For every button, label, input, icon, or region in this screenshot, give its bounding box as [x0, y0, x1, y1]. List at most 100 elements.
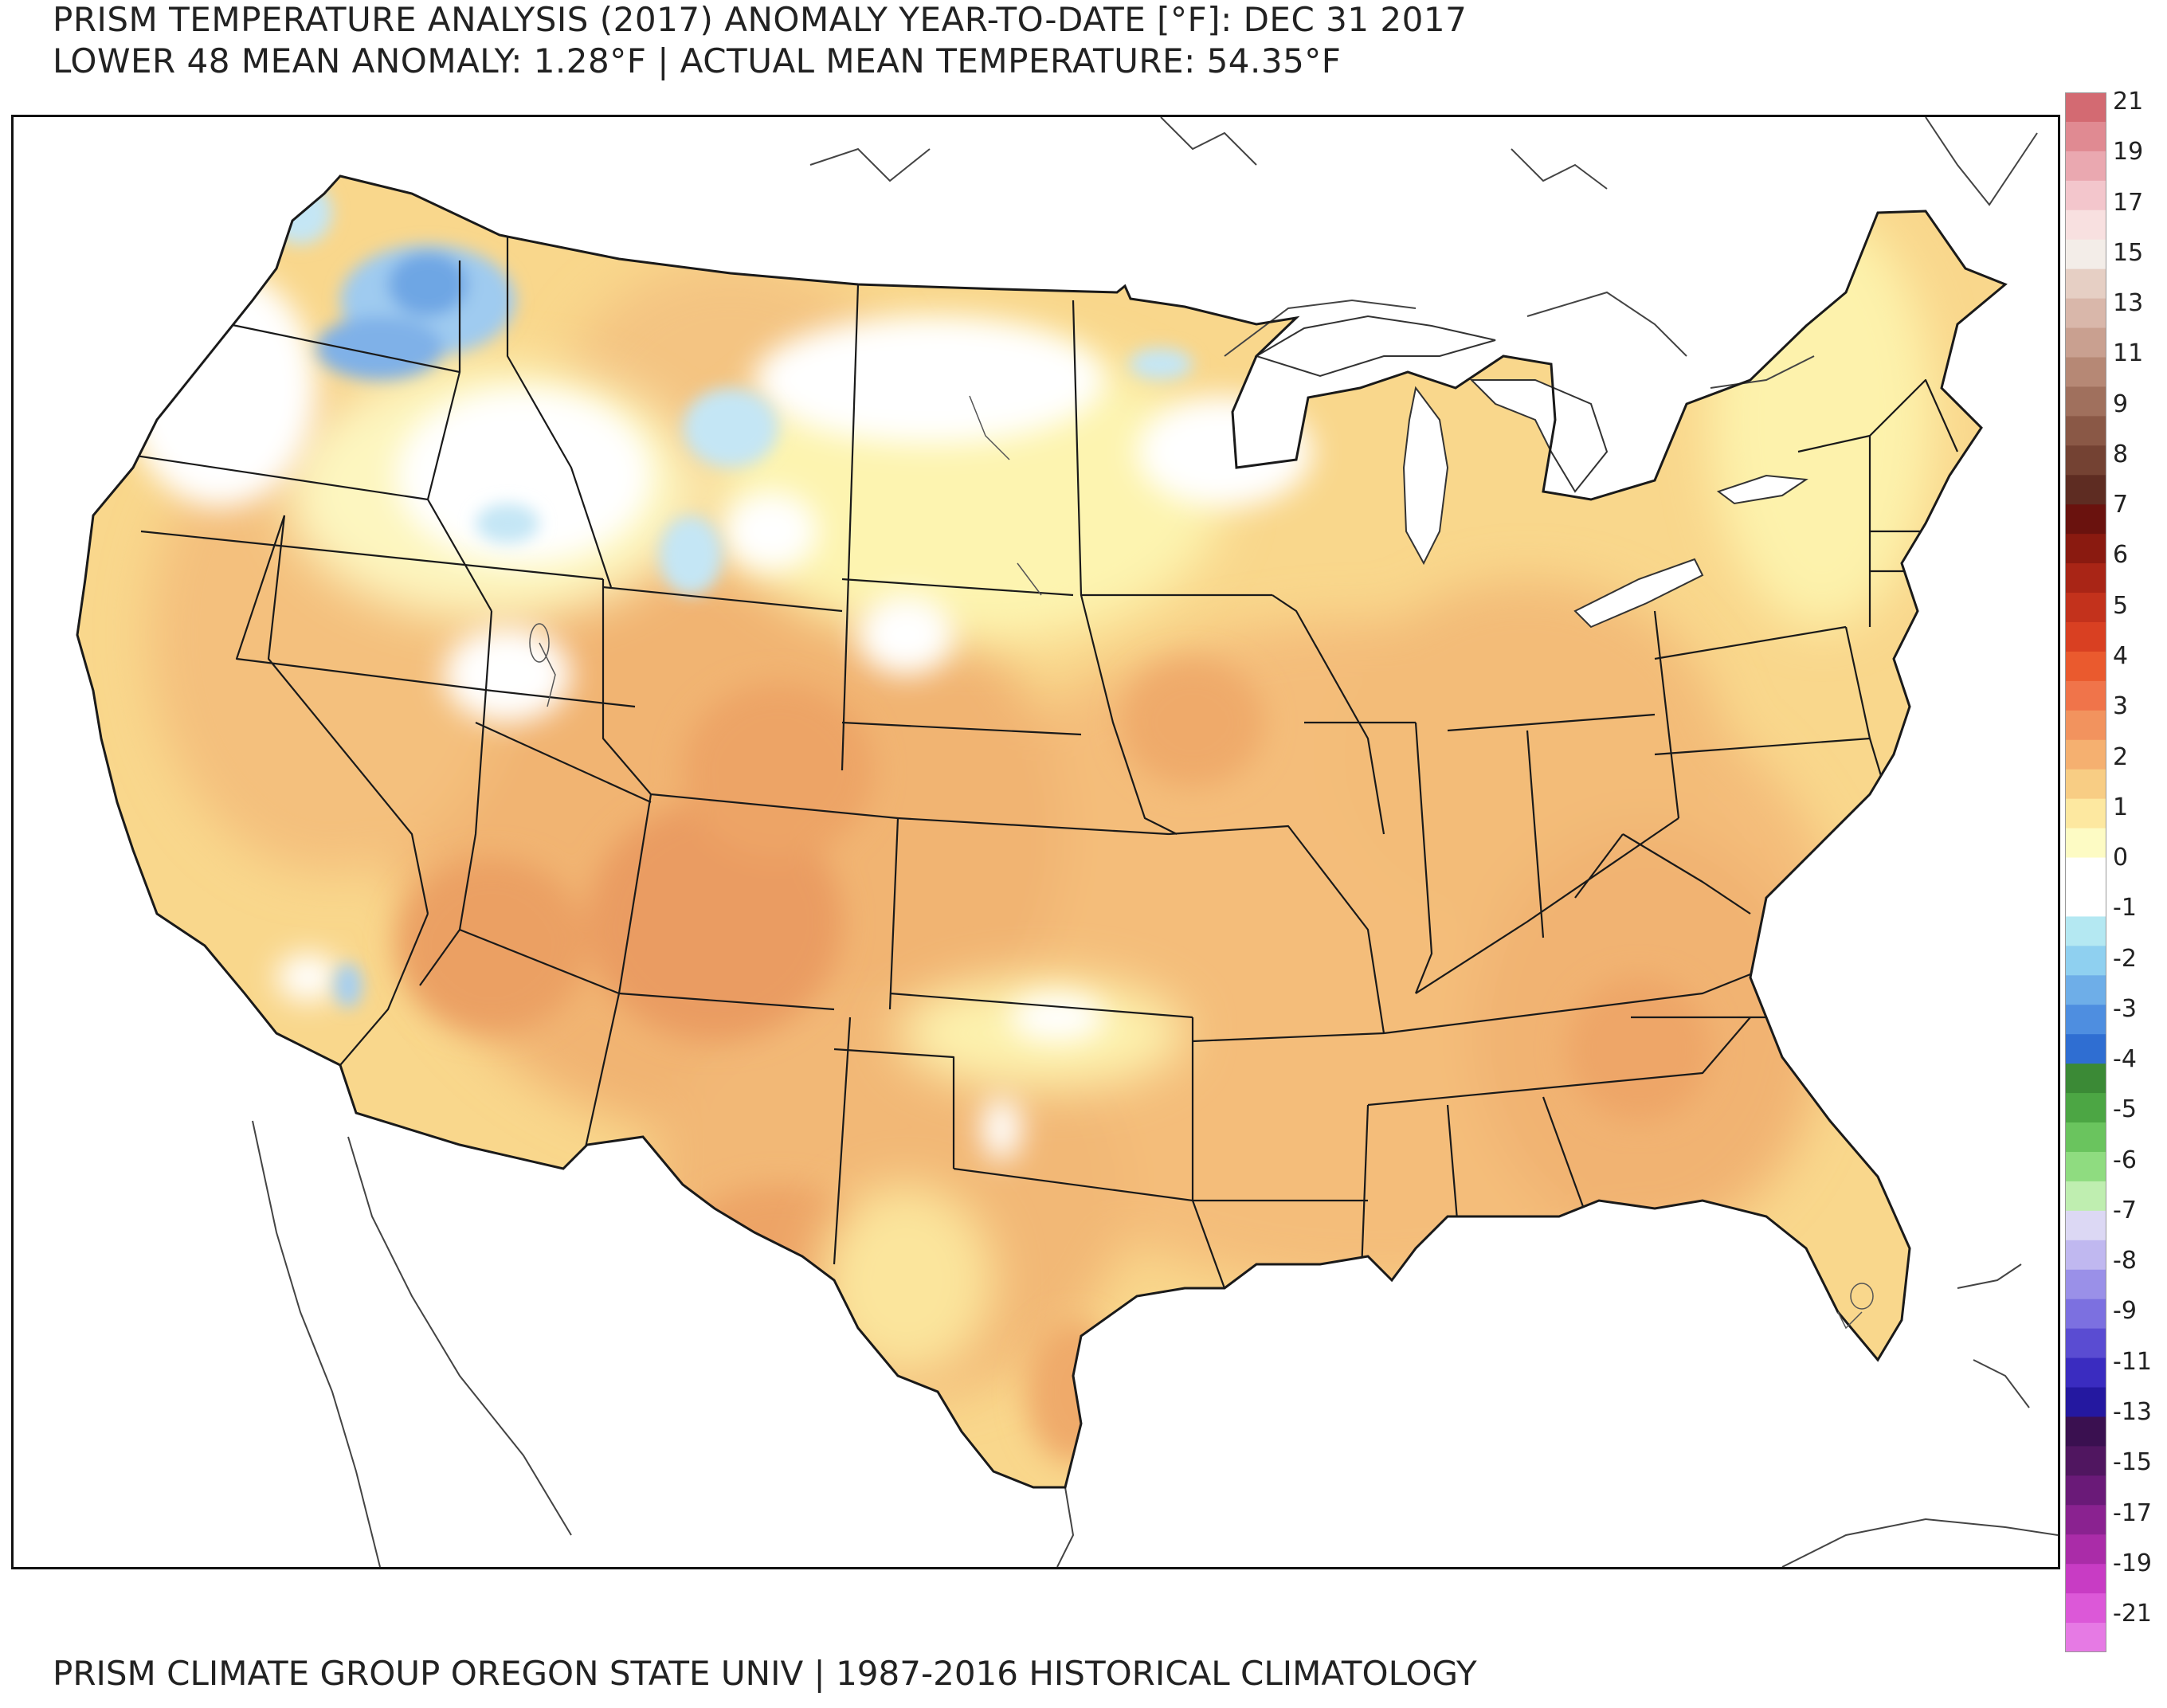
lake-michigan — [1402, 386, 1449, 566]
colorbar-bin — [2065, 151, 2106, 182]
great-lakes — [1254, 315, 1808, 629]
colorbar-bin — [2065, 121, 2106, 152]
colorbar-bin — [2065, 1534, 2106, 1565]
colorbar-tick-label: 0 — [2113, 844, 2129, 872]
colorbar-bin — [2065, 1269, 2106, 1300]
colorbar-tick-label: -15 — [2113, 1448, 2152, 1477]
colorbar-bin — [2065, 1416, 2106, 1447]
neighbor-coastlines — [252, 117, 2058, 1567]
colorbar-tick-label: 9 — [2113, 390, 2129, 418]
map-title-line-1: PRISM TEMPERATURE ANALYSIS (2017) ANOMAL… — [53, 0, 1468, 39]
colorbar-bin — [2065, 357, 2106, 388]
colorbar-bin — [2065, 946, 2106, 976]
colorbar-bin — [2065, 1357, 2106, 1389]
colorbar-border — [2065, 92, 2106, 1652]
colorbar-tick-label: -17 — [2113, 1498, 2152, 1527]
colorbar-tick-label: 3 — [2113, 692, 2129, 721]
colorbar-bin — [2065, 1505, 2106, 1535]
colorbar-tick-label: 15 — [2113, 238, 2144, 267]
colorbar-bin — [2065, 92, 2106, 123]
colorbar-tick-label: 17 — [2113, 188, 2144, 217]
lake-superior — [1254, 315, 1496, 378]
colorbar-bin — [2065, 1151, 2106, 1182]
colorbar-tick-label: -21 — [2113, 1600, 2152, 1628]
colorbar-tick-label: 7 — [2113, 491, 2129, 519]
colorbar-bin — [2065, 593, 2106, 623]
colorbar-bin — [2065, 504, 2106, 535]
colorbar-bin — [2065, 680, 2106, 711]
colorbar-tick-label: 6 — [2113, 541, 2129, 570]
colorbar-bin — [2065, 1064, 2106, 1094]
colorbar-bin — [2065, 857, 2106, 888]
colorbar-tick-label: 5 — [2113, 591, 2129, 620]
colorbar-bin — [2065, 887, 2106, 918]
colorbar-tick-label: 21 — [2113, 88, 2144, 116]
colorbar-tick-label: 11 — [2113, 339, 2144, 368]
colorbar-tick-label: -3 — [2113, 994, 2137, 1023]
colorbar-tick-label: -8 — [2113, 1247, 2137, 1275]
colorbar-tick-label: 2 — [2113, 742, 2129, 771]
colorbar-tick-label: -19 — [2113, 1549, 2152, 1577]
colorbar-bin — [2065, 651, 2106, 682]
anomaly-shading — [125, 181, 1934, 1463]
map-subtitle-mean-anomaly: LOWER 48 MEAN ANOMALY: 1.28°F | ACTUAL M… — [53, 41, 1342, 80]
colorbar-tick-label: 13 — [2113, 289, 2144, 318]
colorbar-bin — [2065, 1034, 2106, 1064]
map-footer-source: PRISM CLIMATE GROUP OREGON STATE UNIV | … — [53, 1654, 1477, 1693]
water-details — [529, 395, 1874, 1330]
colorbar-bin — [2065, 1328, 2106, 1359]
colorbar-bin — [2065, 386, 2106, 417]
colorbar-tick-label: -1 — [2113, 894, 2137, 923]
colorbar-bin — [2065, 298, 2106, 329]
colorbar-bin — [2065, 1299, 2106, 1330]
colorbar-bin — [2065, 1623, 2106, 1652]
colorbar-bin — [2065, 769, 2106, 800]
colorbar-bin — [2065, 534, 2106, 564]
us-temperature-anomaly-map — [76, 117, 2058, 1567]
colorbar-tick-label: -7 — [2113, 1196, 2137, 1224]
state-borders — [108, 237, 1965, 1313]
colorbar-bin — [2065, 416, 2106, 446]
colorbar-bin — [2065, 475, 2106, 505]
colorbar-bin — [2065, 239, 2106, 270]
colorbar-bin — [2065, 621, 2106, 652]
colorbar-bin — [2065, 1446, 2106, 1476]
colorbar-bin — [2065, 563, 2106, 593]
colorbar-tick-label: 4 — [2113, 641, 2129, 670]
colorbar-bin — [2065, 828, 2106, 859]
colorbar-bin — [2065, 916, 2106, 946]
colorbar-tick-label: -5 — [2113, 1095, 2137, 1124]
colorbar-bin — [2065, 1593, 2106, 1624]
colorbar-bin — [2065, 1005, 2106, 1035]
colorbar-tick-label: -9 — [2113, 1297, 2137, 1326]
colorbar-bin — [2065, 268, 2106, 300]
colorbar-bin — [2065, 210, 2106, 241]
colorbar-tick-label: 19 — [2113, 138, 2144, 166]
colorbar-bin — [2065, 798, 2106, 829]
colorbar-bin — [2065, 1387, 2106, 1418]
colorbar-bin — [2065, 1475, 2106, 1506]
anomaly-colorbar — [2065, 92, 2106, 1652]
conus-outline — [76, 174, 2008, 1489]
colorbar-bin — [2065, 710, 2106, 741]
colorbar-bin — [2065, 327, 2106, 358]
colorbar-bin — [2065, 445, 2106, 476]
colorbar-tick-label: -6 — [2113, 1146, 2137, 1174]
lake-ontario — [1716, 474, 1808, 505]
colorbar-bin — [2065, 1240, 2106, 1271]
colorbar-bin — [2065, 180, 2106, 211]
colorbar-tick-label: 8 — [2113, 440, 2129, 468]
colorbar-tick-label: -13 — [2113, 1397, 2152, 1426]
map-frame — [11, 115, 2060, 1569]
colorbar-bin — [2065, 739, 2106, 770]
colorbar-tick-label: -4 — [2113, 1045, 2137, 1074]
lake-erie — [1573, 558, 1704, 629]
colorbar-bin — [2065, 975, 2106, 1005]
colorbar-tick-label: -11 — [2113, 1347, 2152, 1376]
colorbar-bin — [2065, 1093, 2106, 1123]
colorbar-bin — [2065, 1564, 2106, 1594]
colorbar-bin — [2065, 1210, 2106, 1241]
colorbar-bin — [2065, 1181, 2106, 1212]
colorbar-tick-label: -2 — [2113, 944, 2137, 973]
colorbar-tick-label: 1 — [2113, 793, 2129, 821]
